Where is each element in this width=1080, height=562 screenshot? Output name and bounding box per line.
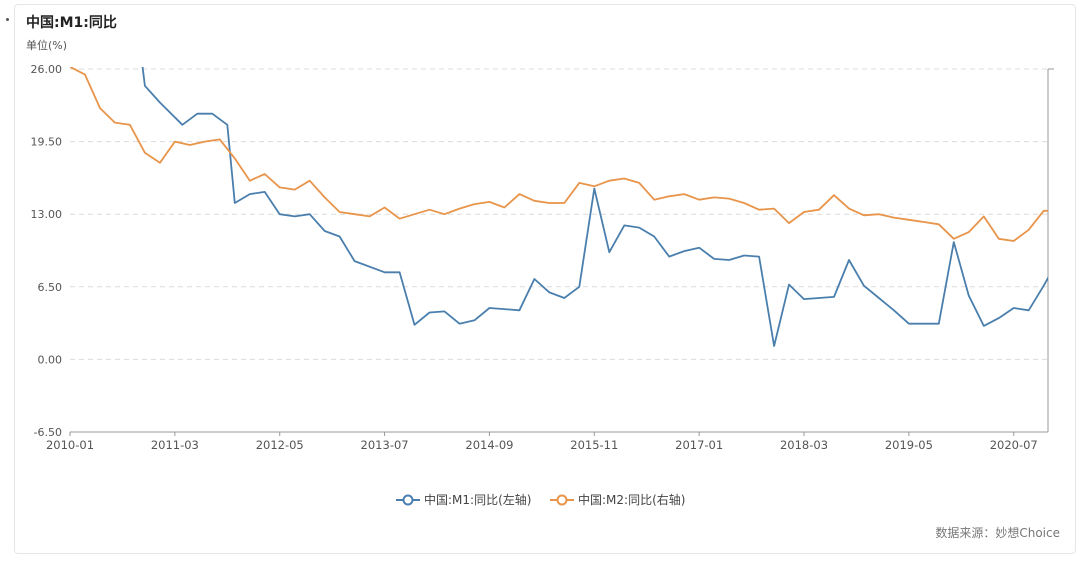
y-tick-label: 26.00 (31, 63, 63, 76)
y-tick-label: 19.50 (31, 136, 63, 149)
x-tick-label: 2012-05 (256, 438, 304, 452)
m1-series-line (141, 67, 1048, 347)
legend-m2[interactable]: 中国:M2:同比(右轴) (550, 492, 685, 507)
x-tick-label: 2017-01 (675, 438, 723, 452)
x-tick-label: 2010-01 (46, 438, 94, 452)
legend-label: 中国:M2:同比(右轴) (578, 492, 685, 507)
x-tick-label: 2013-07 (361, 438, 409, 452)
y-axis-unit-label: 单位(%) (26, 39, 68, 52)
chart-title: 中国:M1:同比 (26, 15, 117, 31)
y-tick-label: 6.50 (38, 281, 63, 294)
x-tick-label: 2015-11 (570, 438, 618, 452)
x-tick-label: 2014-09 (465, 438, 513, 452)
corner-mark (6, 18, 9, 21)
y-tick-label: 0.00 (38, 353, 63, 366)
m2-series-line (70, 67, 1048, 242)
x-tick-label: 2020-07 (990, 438, 1038, 452)
x-tick-label: 2019-05 (885, 438, 933, 452)
y-tick-label: -6.50 (34, 426, 62, 439)
data-source-label: 数据来源：妙想Choice (935, 526, 1060, 540)
x-tick-label: 2018-03 (780, 438, 828, 452)
y-tick-label: 13.00 (31, 208, 63, 221)
legend-marker-icon (556, 494, 568, 506)
legend-label: 中国:M1:同比(左轴) (424, 492, 531, 507)
legend-marker-icon (402, 494, 414, 506)
chart-card (14, 4, 1076, 554)
x-tick-label: 2011-03 (151, 438, 199, 452)
legend-m1[interactable]: 中国:M1:同比(左轴) (396, 492, 531, 507)
